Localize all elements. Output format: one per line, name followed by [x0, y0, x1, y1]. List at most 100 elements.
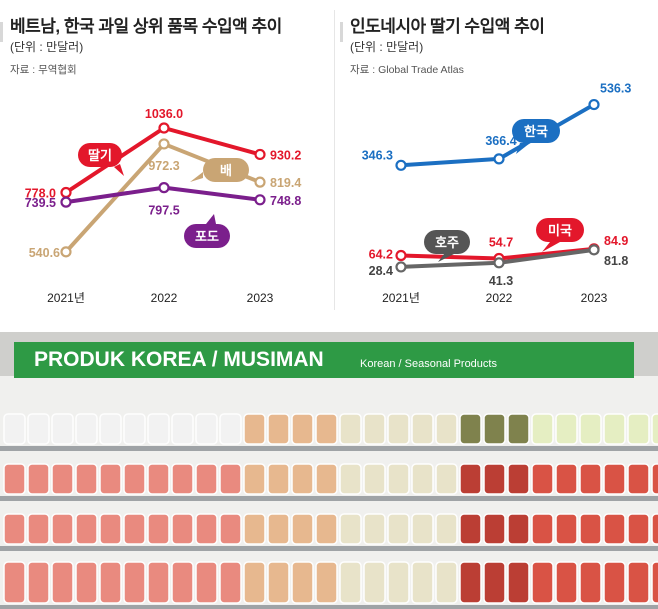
data-point — [395, 261, 407, 273]
data-point — [254, 176, 266, 188]
series-name: 딸기 — [88, 148, 112, 163]
fruit-package — [363, 513, 386, 545]
fruit-package — [3, 513, 26, 545]
fruit-package — [147, 463, 170, 495]
data-point — [158, 138, 170, 150]
x-tick-label: 2021년 — [47, 291, 85, 305]
fruit-package — [291, 561, 314, 604]
fruit-package — [291, 513, 314, 545]
fruit-package — [339, 413, 362, 445]
fruit-package — [363, 561, 386, 604]
fruit-package — [579, 561, 602, 604]
fruit-package — [99, 463, 122, 495]
fruit-package — [411, 513, 434, 545]
panel-divider — [334, 10, 335, 310]
fruit-package — [27, 513, 50, 545]
fruit-package — [243, 561, 266, 604]
fruit-package — [147, 561, 170, 604]
data-label: 819.4 — [270, 176, 301, 190]
fruit-package — [507, 413, 530, 445]
fruit-package — [483, 513, 506, 545]
data-label: 739.5 — [25, 196, 56, 210]
series-name: 한국 — [524, 124, 548, 139]
fruit-package — [219, 413, 242, 445]
left-chart-title: 베트남, 한국 과일 상위 품목 수입액 추이 — [10, 17, 282, 36]
fruit-package — [51, 513, 74, 545]
fruit-package — [387, 513, 410, 545]
fruit-package — [435, 463, 458, 495]
banner-title: PRODUK KOREA / MUSIMAN — [34, 348, 324, 371]
fruit-package — [267, 413, 290, 445]
data-label: 536.3 — [600, 82, 631, 96]
shelf-edge — [0, 496, 658, 501]
data-label: 972.3 — [148, 159, 179, 173]
fruit-package — [339, 561, 362, 604]
store-shelf-photo — [0, 332, 658, 609]
fruit-package — [387, 561, 410, 604]
data-point — [60, 246, 72, 258]
x-tick-label: 2023 — [581, 291, 608, 305]
fruit-package — [555, 413, 578, 445]
x-tick-label: 2023 — [247, 291, 274, 305]
fruit-package — [99, 561, 122, 604]
fruit-package — [507, 463, 530, 495]
data-point — [395, 249, 407, 262]
fruit-package — [603, 463, 626, 495]
data-label: 797.5 — [148, 204, 179, 218]
data-point — [395, 159, 407, 171]
data-label: 930.2 — [270, 148, 301, 162]
fruit-package — [579, 513, 602, 545]
fruit-package — [27, 413, 50, 445]
data-point — [588, 98, 600, 111]
x-tick-label: 2022 — [486, 291, 513, 305]
fruit-package — [627, 561, 650, 604]
fruit-package — [27, 561, 50, 604]
fruit-package — [99, 513, 122, 545]
x-tick-label: 2021년 — [382, 291, 420, 305]
data-label: 84.9 — [604, 234, 628, 248]
fruit-package — [75, 513, 98, 545]
fruit-package — [531, 513, 554, 545]
left-chart-source: 자료 : 무역협회 — [10, 64, 77, 76]
fruit-package — [651, 561, 658, 604]
series-callout: 배 — [190, 158, 249, 182]
fruit-package — [411, 413, 434, 445]
data-label: 81.8 — [604, 254, 628, 268]
fruit-package — [51, 561, 74, 604]
right-chart-title: 인도네시아 딸기 수입액 추이 — [350, 17, 545, 36]
fruit-package — [459, 413, 482, 445]
fruit-package — [507, 561, 530, 604]
x-tick-label: 2022 — [151, 291, 178, 305]
series-name: 미국 — [548, 223, 572, 238]
fruit-package — [483, 463, 506, 495]
fruit-package — [195, 513, 218, 545]
store-banner — [14, 342, 634, 378]
fruit-package — [435, 561, 458, 604]
fruit-package — [483, 561, 506, 604]
fruit-package — [3, 463, 26, 495]
data-label: 1036.0 — [145, 107, 183, 121]
fruit-package — [603, 513, 626, 545]
shelf-edge — [0, 546, 658, 551]
fruit-package — [195, 463, 218, 495]
data-point — [60, 186, 72, 199]
series-callout: 포도 — [184, 214, 230, 248]
right-line-chart: 2021년 2022 2023 346.3 366.4 536.3 64.2 54.7 84.9… — [362, 82, 632, 305]
fruit-package — [339, 513, 362, 545]
data-label: 778.0 — [25, 187, 56, 201]
series-name: 호주 — [435, 235, 459, 250]
fruit-package — [651, 463, 658, 495]
fruit-package — [435, 413, 458, 445]
fruit-package — [555, 561, 578, 604]
fruit-package — [603, 561, 626, 604]
fruit-package — [3, 413, 26, 445]
fruit-package — [195, 413, 218, 445]
fruit-package — [555, 463, 578, 495]
title-rule — [0, 22, 3, 42]
fruit-package — [459, 463, 482, 495]
series-callout: 미국 — [536, 218, 584, 252]
fruit-package — [531, 561, 554, 604]
fruit-package — [123, 513, 146, 545]
fruit-package — [99, 413, 122, 445]
fruit-package — [459, 513, 482, 545]
